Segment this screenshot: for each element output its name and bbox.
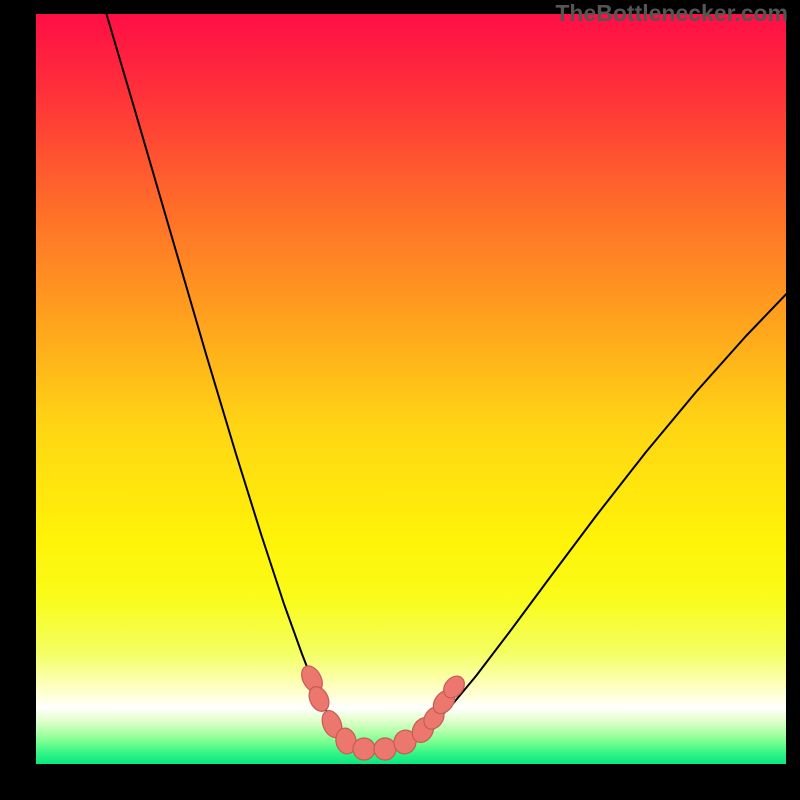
curve-bead: [373, 737, 396, 760]
plot-area: [36, 14, 786, 764]
curve-bead: [353, 738, 375, 760]
bottom-bead-cluster: [297, 662, 468, 760]
bottleneck-curve: [36, 14, 786, 764]
watermark-label: TheBottlenecker.com: [555, 0, 788, 27]
